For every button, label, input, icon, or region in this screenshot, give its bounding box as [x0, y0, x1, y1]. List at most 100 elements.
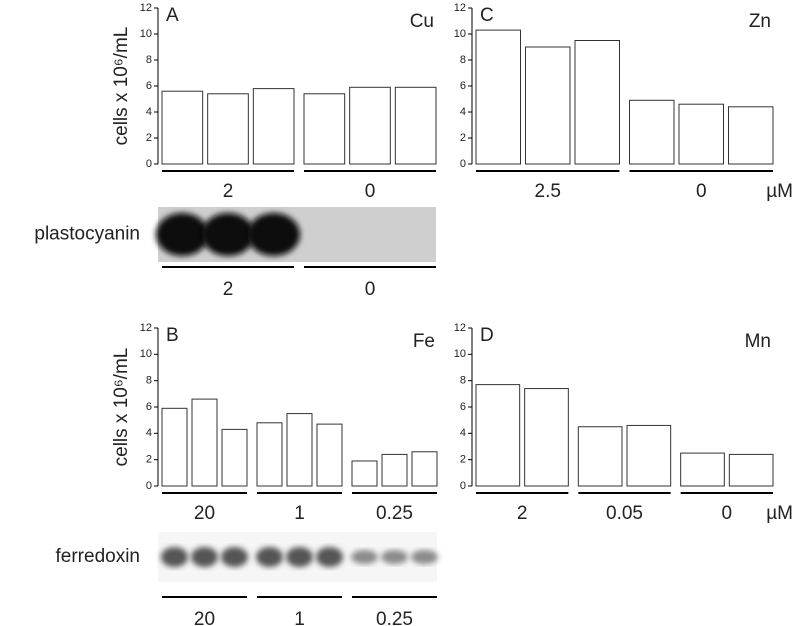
bar [303, 93, 346, 165]
bar [680, 452, 725, 487]
y-tick-label: 4 [460, 106, 466, 118]
bar [316, 423, 343, 487]
bar [252, 88, 295, 165]
unit-label: µM [766, 503, 793, 524]
group-label: 0 [365, 181, 376, 202]
y-axis-label: cells x 10⁶/mL [111, 348, 132, 467]
blot-band [201, 213, 255, 256]
group-label: 0.05 [606, 503, 643, 524]
blot-band [161, 547, 188, 567]
bar [221, 428, 248, 487]
y-tick-label: 6 [460, 401, 466, 413]
y-axis-label: cells x 10⁶/mL [111, 27, 132, 146]
panel-letter: D [480, 325, 494, 346]
y-tick-label: 8 [460, 54, 466, 66]
group-label: 2.5 [535, 181, 561, 202]
blot-group-label: 0.25 [376, 609, 413, 626]
blot-band [316, 547, 343, 567]
bar [286, 413, 313, 487]
panel-letter: B [166, 325, 179, 346]
blot-band [411, 550, 438, 564]
bar [524, 388, 569, 487]
blot-group-label: 1 [294, 609, 305, 626]
y-tick-label: 12 [454, 322, 466, 334]
blot-band [156, 213, 209, 256]
blot-band [247, 213, 300, 256]
group-label: 0 [722, 503, 733, 524]
y-tick-label: 0 [460, 480, 466, 492]
y-tick-label: 12 [140, 322, 152, 334]
y-tick-label: 6 [146, 80, 152, 92]
metal-label: Mn [745, 331, 771, 352]
y-tick-label: 0 [460, 158, 466, 170]
bar [351, 460, 378, 487]
metal-label: Cu [410, 11, 434, 32]
y-tick-label: 8 [146, 375, 152, 387]
panel-letter: A [166, 5, 179, 26]
blot-band [381, 550, 408, 564]
bar [394, 86, 437, 165]
blot-label: plastocyanin [34, 224, 140, 245]
blot-band [286, 547, 313, 567]
bar [161, 90, 204, 165]
bar [381, 453, 408, 487]
blot-band [221, 547, 248, 567]
y-tick-label: 2 [146, 454, 152, 466]
group-label: 20 [194, 503, 215, 524]
bar [626, 424, 672, 487]
y-tick-label: 4 [460, 427, 466, 439]
y-tick-label: 10 [454, 28, 466, 40]
y-tick-label: 2 [460, 132, 466, 144]
bar [161, 407, 188, 487]
y-tick-label: 12 [140, 2, 152, 14]
y-tick-label: 8 [146, 54, 152, 66]
bar [629, 99, 675, 165]
y-tick-label: 0 [146, 480, 152, 492]
bar [256, 422, 283, 487]
bar [411, 451, 438, 487]
bar [207, 93, 249, 165]
bar [728, 106, 774, 165]
y-tick-label: 8 [460, 375, 466, 387]
panel-letter: C [480, 5, 494, 26]
y-tick-label: 10 [140, 28, 152, 40]
y-tick-label: 4 [146, 427, 152, 439]
bar [525, 46, 571, 165]
blot [156, 207, 436, 262]
blot-band [191, 547, 218, 567]
blot-label: ferredoxin [56, 546, 141, 567]
bar [475, 29, 521, 165]
bar [728, 453, 774, 487]
y-tick-label: 10 [454, 348, 466, 360]
blot-band [351, 550, 378, 564]
y-tick-label: 2 [460, 454, 466, 466]
bar [191, 398, 218, 487]
y-tick-label: 12 [454, 2, 466, 14]
bar [349, 86, 391, 165]
y-tick-label: 4 [146, 106, 152, 118]
unit-label: µM [766, 181, 793, 202]
group-label: 2 [223, 181, 234, 202]
blot [158, 532, 438, 582]
blot-group-label: 2 [223, 279, 234, 300]
y-tick-label: 6 [146, 401, 152, 413]
metal-label: Fe [413, 331, 435, 352]
bar [574, 40, 620, 165]
bar [577, 426, 623, 487]
group-label: 1 [294, 503, 305, 524]
blot-group-label: 0 [365, 279, 376, 300]
bar [678, 103, 724, 165]
y-tick-label: 6 [460, 80, 466, 92]
blot-band [256, 547, 283, 567]
group-label: 2 [517, 503, 528, 524]
metal-label: Zn [749, 11, 771, 32]
y-tick-label: 0 [146, 158, 152, 170]
group-label: 0 [696, 181, 707, 202]
group-label: 0.25 [376, 503, 413, 524]
bar [475, 384, 521, 487]
y-tick-label: 10 [140, 348, 152, 360]
y-tick-label: 2 [146, 132, 152, 144]
blot-group-label: 20 [194, 609, 215, 626]
